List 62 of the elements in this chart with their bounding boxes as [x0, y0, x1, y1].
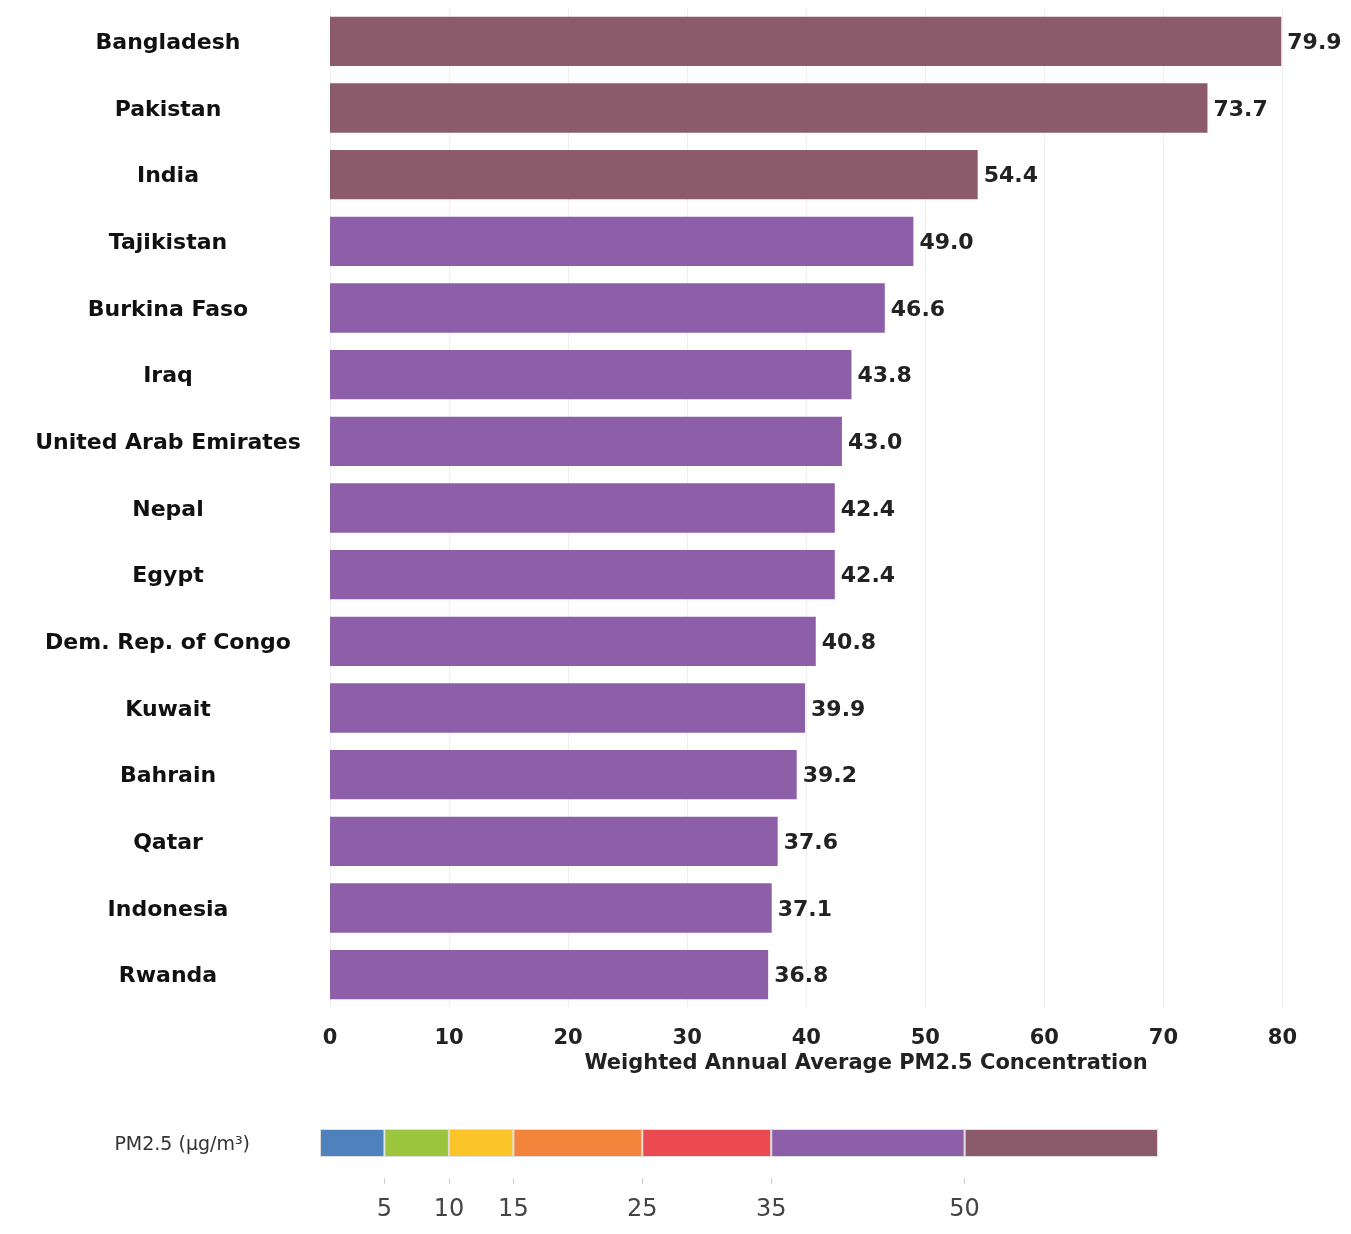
bar — [330, 883, 772, 933]
x-tick-label: 80 — [1267, 1024, 1298, 1049]
x-tick-label: 60 — [1029, 1024, 1059, 1049]
x-tick-label: 70 — [1148, 1024, 1179, 1049]
y-tick-label: Kuwait — [125, 695, 212, 721]
data-label: 36.8 — [774, 962, 829, 988]
y-tick-label: Egypt — [132, 562, 205, 588]
x-tick-label: 5 — [376, 1194, 393, 1222]
data-label: 42.4 — [840, 562, 896, 588]
data-label: 73.7 — [1213, 95, 1268, 121]
y-tick-label: Indonesia — [107, 895, 229, 921]
bar — [330, 416, 842, 466]
bar — [330, 950, 769, 1000]
y-tick-label: Tajikistan — [108, 228, 228, 254]
bar — [330, 550, 835, 600]
data-label: 54.4 — [983, 162, 1038, 188]
bar — [330, 216, 914, 266]
x-tick-label: 20 — [553, 1024, 583, 1049]
y-tick-label: India — [137, 162, 199, 188]
x-tick-label: 10 — [434, 1024, 464, 1049]
y-tick-label: Dem. Rep. of Congo — [45, 628, 291, 654]
data-label: 43.0 — [847, 428, 903, 454]
x-tick-label: 25 — [627, 1194, 658, 1222]
bar — [330, 816, 778, 866]
data-label: 40.8 — [821, 628, 877, 654]
y-tick-label: United Arab Emirates — [35, 428, 301, 454]
data-label: 46.6 — [890, 295, 946, 321]
y-axis-title: PM2.5 (μg/m³) — [114, 1132, 250, 1154]
y-tick-label: Bangladesh — [95, 28, 241, 54]
x-tick-label: 40 — [791, 1024, 821, 1049]
y-tick-label: Iraq — [143, 362, 193, 388]
bar — [330, 283, 885, 333]
bar — [330, 483, 835, 533]
data-label: 43.8 — [857, 362, 912, 388]
data-label: 39.9 — [811, 695, 866, 721]
x-tick-label: 0 — [322, 1024, 338, 1049]
y-tick-label: Qatar — [133, 828, 204, 854]
bar — [330, 350, 852, 400]
data-label: 79.9 — [1287, 28, 1342, 54]
y-tick-label: Burkina Faso — [87, 295, 249, 321]
y-tick-label: Nepal — [132, 495, 204, 521]
x-tick-label: 35 — [755, 1194, 787, 1222]
data-label: 39.2 — [802, 762, 857, 788]
x-tick-label: 50 — [949, 1194, 980, 1222]
data-label: 42.4 — [840, 495, 896, 521]
x-tick-label: 15 — [498, 1194, 529, 1222]
bar — [330, 150, 978, 200]
x-tick-label: 30 — [672, 1024, 702, 1049]
y-tick-label: Bahrain — [119, 762, 217, 788]
bar — [330, 83, 1208, 133]
bar — [330, 616, 816, 666]
data-label: 37.1 — [777, 895, 832, 921]
x-tick-label: 10 — [433, 1194, 465, 1222]
bar — [330, 750, 797, 800]
y-tick-label: Pakistan — [114, 95, 222, 121]
data-label: 49.0 — [919, 228, 974, 254]
x-axis-title: Weighted Annual Average PM2.5 Concentration — [584, 1050, 1148, 1075]
y-tick-label: Rwanda — [118, 962, 218, 988]
bar — [330, 16, 1282, 66]
data-label: 37.6 — [783, 828, 838, 854]
x-tick-label: 50 — [910, 1024, 940, 1049]
bar — [330, 683, 806, 733]
